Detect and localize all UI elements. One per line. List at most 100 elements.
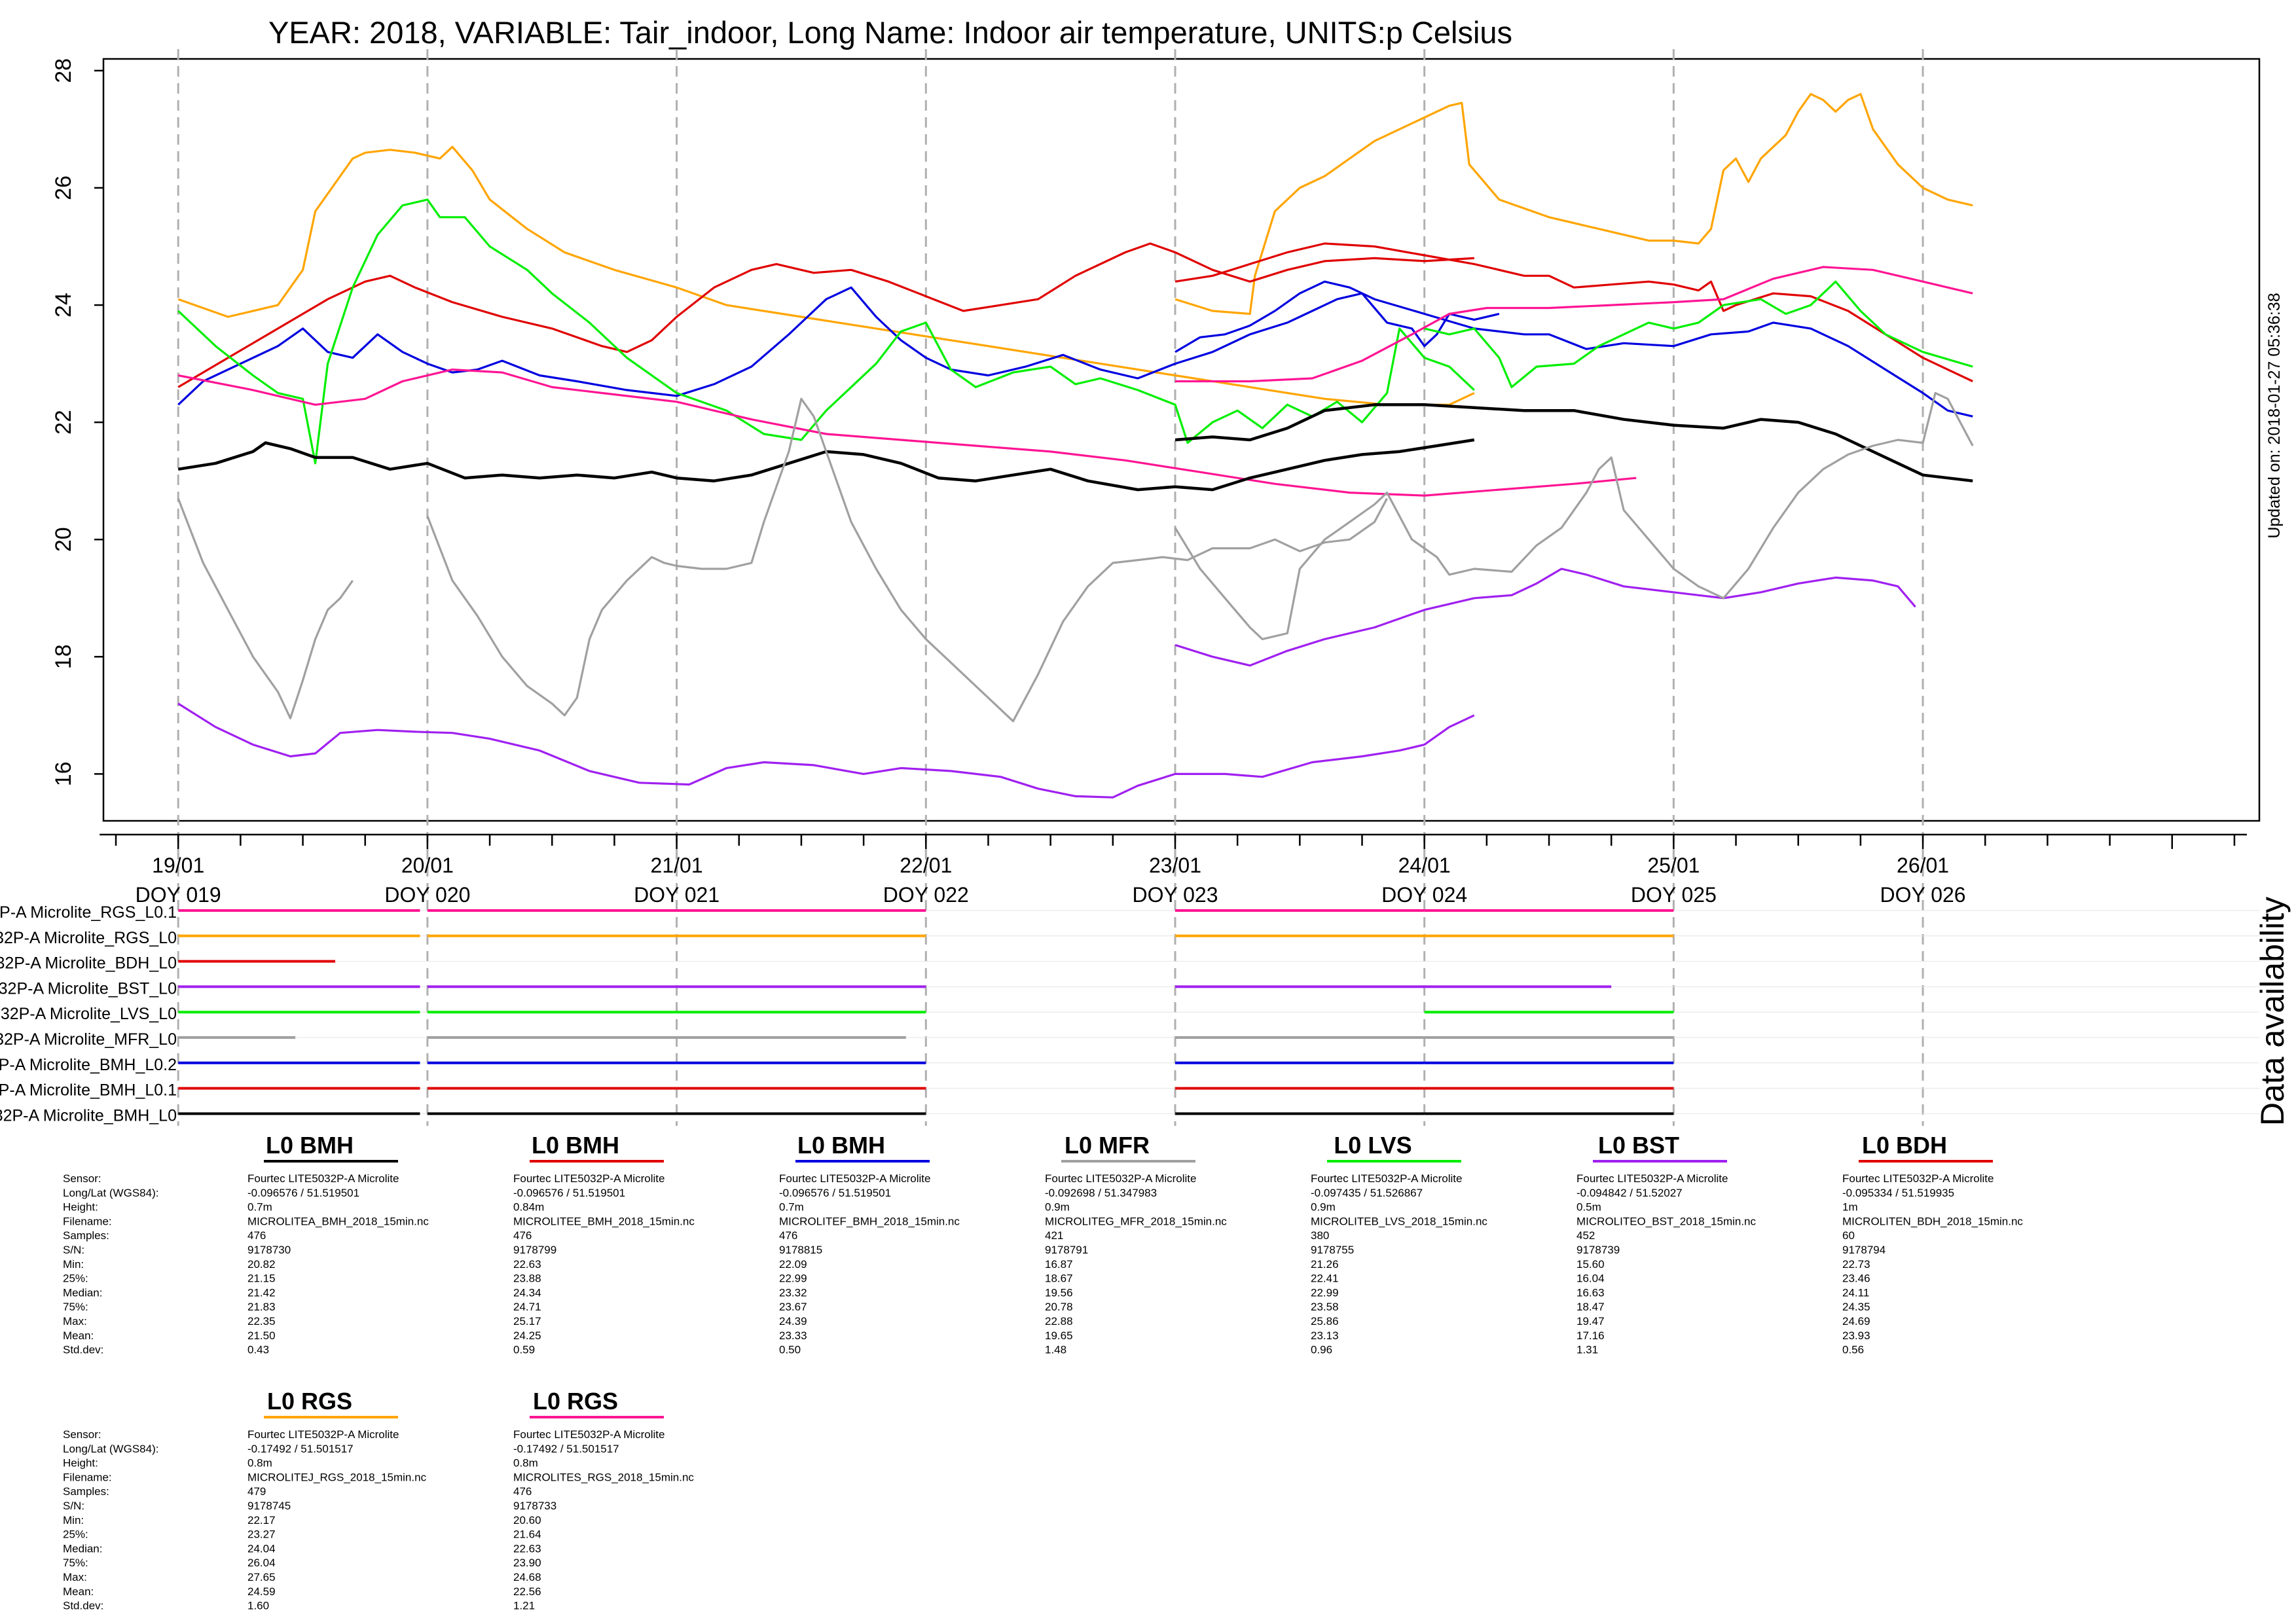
stats-value: 9178794 [1842,1244,1886,1256]
series-line-orange [1175,93,1973,316]
stats-value: Fourtec LITE5032P-A Microlite [1842,1172,1994,1185]
y-tick-label: 22 [51,410,76,435]
stats-value: 22.35 [247,1315,276,1327]
x-axis: 19/01 DOY 019 20/01 DOY 020 21/01 DOY 021 22/0… [100,833,2247,907]
stats-value: 0.50 [779,1344,801,1356]
stats-value: 21.26 [1311,1258,1339,1271]
series-line-blue [1175,280,1973,418]
stats-value: 16.04 [1576,1272,1605,1285]
series-line-black [1175,403,1973,482]
y-tick-label: 18 [51,644,76,669]
stats-value: MICROLITEG_MFR_2018_15min.nc [1045,1215,1227,1227]
stats-value: 22.09 [779,1258,807,1271]
stats-value: 19.56 [1045,1286,1073,1299]
stats-value: 1.21 [513,1600,535,1612]
stats-value: 0.96 [1311,1344,1332,1356]
stats-value: 0.7m [779,1201,804,1214]
x-tick-doy: DOY 026 [1880,883,1966,907]
stats-row-label: Height: [63,1457,98,1470]
stats-value: 19.47 [1576,1315,1605,1327]
plot-frame [102,58,2261,822]
stats-value: MICROLITEE_BMH_2018_15min.nc [513,1215,695,1227]
stats-value: Fourtec LITE5032P-A Microlite [1311,1172,1462,1185]
series-line-pink [177,368,1637,497]
x-tick-date: 25/01 [1647,854,1700,877]
stats-value: 0.56 [1842,1344,1864,1356]
stats-value: -0.17492 / 51.501517 [247,1443,354,1455]
stats-value: Fourtec LITE5032P-A Microlite [247,1172,399,1185]
stats-value: 15.60 [1576,1258,1605,1271]
series-line-purple [177,702,1475,799]
stats-value: 25.17 [513,1315,541,1327]
stats-row-label: S/N: [63,1500,84,1512]
stats-value: 0.84m [513,1201,544,1214]
stats-value: 21.83 [247,1301,276,1313]
stats-value: -0.094842 / 51.52027 [1576,1187,1683,1199]
stats-row-label: Long/Lat (WGS84): [63,1187,158,1199]
stats-row-label: Mean: [63,1585,94,1598]
stats-row-label: Min: [63,1258,84,1271]
stats-value: 22.41 [1311,1272,1339,1285]
stats-row-label: Min: [63,1514,84,1526]
stats-value: 24.69 [1842,1315,1870,1327]
stats-block-title: L0 LVS [1334,1132,1412,1159]
stats-value: 0.59 [513,1344,535,1356]
stats-value: 24.04 [247,1542,276,1555]
stats-value: 479 [247,1485,266,1498]
stats-block-title: L0 RGS [533,1388,618,1415]
y-tick-label: 26 [51,175,76,200]
stats-value: 1.31 [1576,1344,1598,1356]
stats-row-label: Filename: [63,1215,112,1227]
stats-row-label: Median: [63,1542,102,1555]
stats-value: 22.17 [247,1514,276,1526]
stats-row-label: Std.dev: [63,1600,103,1612]
x-tick-doy: DOY 025 [1631,883,1717,907]
stats-value: 9178745 [247,1500,291,1512]
stats-value: 19.65 [1045,1329,1073,1342]
stats-block-title: L0 BMH [797,1132,885,1159]
stats-value: 24.34 [513,1286,541,1299]
stats-value: -0.097435 / 51.526867 [1311,1187,1423,1199]
stats-value: 9178791 [1045,1244,1088,1256]
stats-value: MICROLITES_RGS_2018_15min.nc [513,1471,694,1483]
stats-value: 476 [513,1485,532,1498]
stats-value: 23.32 [779,1286,807,1299]
stats-row-label: Long/Lat (WGS84): [63,1443,158,1455]
stats-row-label: Max: [63,1315,87,1327]
stats-value: 24.11 [1842,1286,1869,1299]
stats-row-label: S/N: [63,1244,84,1256]
stats-value: 0.8m [513,1457,538,1470]
y-tick-label: 24 [51,293,76,317]
stats-value: MICROLITEO_BST_2018_15min.nc [1576,1215,1757,1227]
stats-value: 22.88 [1045,1315,1073,1327]
stats-value: -0.096576 / 51.519501 [779,1187,891,1199]
stats-row-label: Filename: [63,1471,112,1483]
availability-row-label: 032P-A Microlite_BDH_L0 [0,954,177,973]
x-tick-doy: DOY 020 [384,883,470,907]
stats-value: 21.15 [247,1272,276,1285]
series-line-red [177,242,1474,388]
stats-value: 0.5m [1576,1201,1601,1214]
stats-value: 20.60 [513,1514,541,1526]
stats-value: 20.82 [247,1258,276,1271]
stats-row-label: Max: [63,1571,87,1583]
stats-value: 22.73 [1842,1258,1870,1271]
availability-row-label: 5032P-A Microlite_BST_L0 [0,979,177,998]
stats-value: 24.71 [513,1301,541,1313]
stats-value: -0.095334 / 51.519935 [1842,1187,1954,1199]
stats-value: 23.46 [1842,1272,1870,1285]
stats-value: 21.50 [247,1329,276,1342]
stats-value: 24.59 [247,1585,276,1598]
availability-row-label: 032P-A Microlite_BMH_L0 [0,1106,177,1125]
series-line-gray [426,397,1389,723]
x-tick-doy: DOY 022 [883,883,969,907]
y-tick-label: 20 [51,527,76,552]
stats-row-label: Samples: [63,1485,109,1498]
stats-value: 0.9m [1045,1201,1070,1214]
stats-value: 24.35 [1842,1301,1870,1313]
stats-row-label: Samples: [63,1229,109,1242]
availability-row-label: 5032P-A Microlite_LVS_L0 [0,1005,177,1023]
stats-block-title: L0 RGS [267,1388,352,1415]
stats-value: 476 [779,1229,797,1242]
